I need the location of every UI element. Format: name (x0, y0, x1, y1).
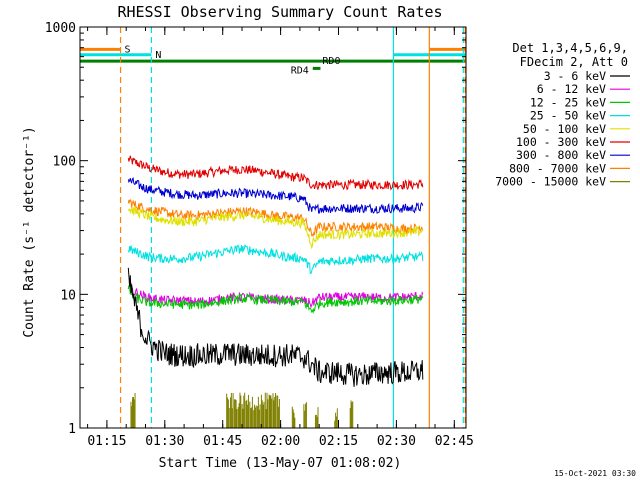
footer-timestamp: 15-Oct-2021 03:30 (554, 469, 636, 478)
x-tick-label: 02:15 (319, 434, 358, 449)
series-line (127, 267, 424, 387)
legend-entry-label: 3 - 6 keV (544, 69, 606, 83)
legend-entry-label: 6 - 12 keV (537, 82, 606, 96)
y-tick-label: 100 (53, 155, 76, 170)
legend-entry-label: 800 - 7000 keV (509, 161, 606, 175)
y-tick-label: 10 (60, 288, 76, 303)
series-line (127, 198, 424, 238)
state-bar-label: S (125, 44, 131, 55)
legend-header: Det 1,3,4,5,6,9, (512, 41, 628, 55)
legend-entry-label: 100 - 300 keV (516, 135, 606, 149)
x-tick-label: 02:00 (261, 434, 300, 449)
x-axis-ticks: 01:15 01:30 01:45 02:00 02:15 02:30 02:45 (87, 27, 474, 449)
state-bar-label: N (155, 50, 161, 61)
legend-entry-label: 50 - 100 keV (523, 122, 606, 136)
legend-entry-label: 7000 - 15000 keV (495, 175, 606, 189)
y-axis-ticks: 1 10 100 1000 (45, 21, 466, 437)
y-tick-label: 1 (68, 422, 76, 437)
legend-entry-label: 300 - 800 keV (516, 148, 606, 162)
y-axis-label: Count Rate (s⁻¹ detector⁻¹) (22, 126, 37, 337)
state-bar-label: RD4 (291, 65, 309, 76)
legend-entry-label: 12 - 25 keV (530, 95, 606, 109)
plot-frame (79, 26, 467, 429)
series-line (127, 176, 424, 214)
series-line (127, 244, 424, 274)
legend: Det 1,3,4,5,6,9,FDecim 2, Att 03 - 6 keV… (495, 41, 630, 189)
vertical-markers (119, 27, 466, 428)
series-line (127, 155, 424, 191)
legend-entry-label: 25 - 50 keV (530, 109, 606, 123)
x-tick-label: 01:30 (145, 434, 184, 449)
series-line (127, 205, 424, 250)
x-tick-label: 02:45 (435, 434, 474, 449)
x-tick-label: 01:45 (203, 434, 242, 449)
legend-header: FDecim 2, Att 0 (520, 55, 628, 69)
series-lines (127, 155, 424, 428)
x-tick-label: 01:15 (87, 434, 126, 449)
series-line (127, 282, 424, 309)
x-tick-label: 02:30 (377, 434, 416, 449)
y-tick-label: 1000 (45, 21, 76, 36)
series-line (127, 285, 424, 315)
x-axis-label: Start Time (13-May-07 01:08:02) (159, 456, 402, 471)
chart-title: RHESSI Observing Summary Count Rates (117, 3, 442, 21)
state-bars: S N RD0 RD4 (80, 44, 466, 76)
state-bar-label: RD0 (322, 56, 340, 67)
